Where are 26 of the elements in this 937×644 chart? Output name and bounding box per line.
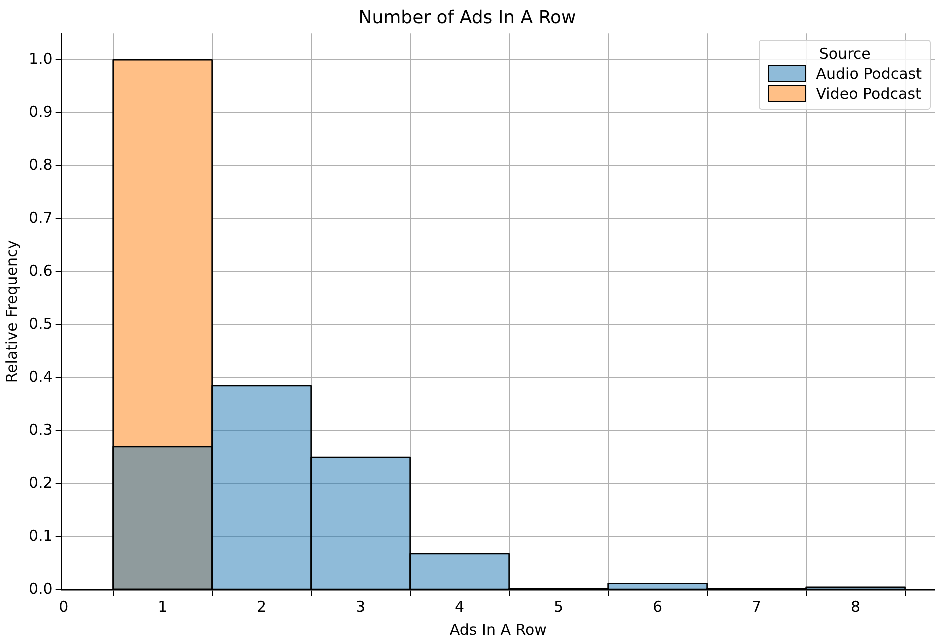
legend-title: Source — [818, 44, 872, 63]
x-tick-label: 7 — [752, 598, 762, 616]
y-tick-label: 0.1 — [28, 526, 53, 545]
x-tick-label: 6 — [653, 598, 663, 616]
y-tick-label: 0.4 — [28, 368, 53, 386]
legend-label: Video Podcast — [816, 84, 922, 103]
y-tick-label: 0.0 — [28, 580, 53, 598]
x-tick-label: 1 — [158, 598, 168, 616]
x-tick-label: 8 — [851, 598, 861, 616]
x-axis-title: Ads In A Row — [450, 620, 547, 639]
x-tick-label: 3 — [356, 598, 366, 616]
y-tick-label: 1.0 — [28, 50, 53, 68]
y-tick-label: 0.5 — [28, 314, 53, 333]
y-tick-label: 0.7 — [28, 208, 53, 227]
y-tick-label: 0.6 — [28, 262, 53, 280]
y-tick-label: 0.9 — [28, 102, 53, 121]
x-tick-label: 2 — [257, 598, 267, 616]
y-tick-label: 0.8 — [28, 156, 53, 174]
legend-label: Audio Podcast — [816, 64, 922, 83]
x-tick-label: 5 — [554, 598, 564, 616]
y-axis-title: Relative Frequency — [2, 240, 21, 384]
chart-title: Number of Ads In A Row — [358, 7, 576, 28]
x-tick-label: 0 — [59, 598, 69, 616]
y-tick-label: 0.2 — [28, 474, 53, 492]
x-tick-label: 4 — [455, 598, 465, 616]
y-tick-label: 0.3 — [28, 420, 53, 439]
